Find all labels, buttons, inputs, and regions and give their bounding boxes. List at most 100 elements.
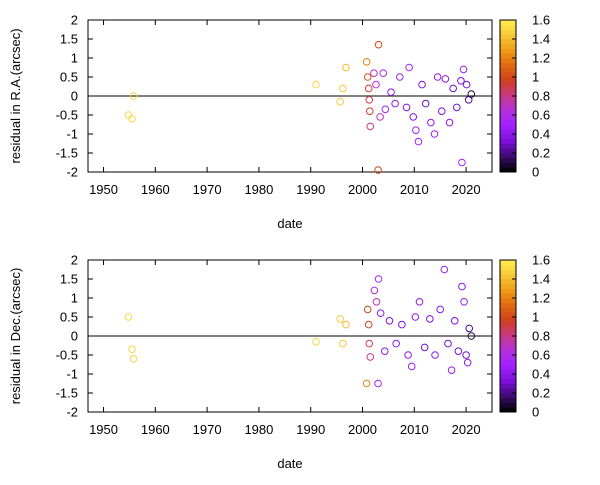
colorbar-tick-label: 1.6 [532, 253, 550, 268]
colorbar-band [500, 24, 516, 30]
colorbar-band [500, 48, 516, 54]
data-point [431, 351, 439, 359]
data-point [129, 355, 138, 363]
x-tick-label: 1970 [193, 182, 222, 197]
colorbar-tick-label: 1.4 [532, 32, 550, 47]
data-point [366, 353, 375, 361]
x-tick-label: 2020 [452, 182, 481, 197]
colorbar-tick-label: 0.6 [532, 348, 550, 363]
y-tick-label: -0.5 [56, 348, 78, 363]
data-point [362, 58, 371, 66]
y-tick-label: 2 [71, 13, 78, 28]
data-point [387, 88, 395, 96]
data-point [380, 347, 389, 356]
data-point [365, 339, 374, 348]
colorbar-band [500, 326, 516, 332]
data-point [463, 358, 472, 367]
data-point [436, 305, 445, 314]
colorbar-band [500, 124, 516, 130]
data-point [372, 80, 380, 89]
y-tick-label: -1 [66, 367, 78, 382]
data-point [128, 115, 136, 123]
colorbar-band [500, 119, 516, 125]
data-point [374, 40, 383, 49]
x-tick-label: 1970 [193, 422, 222, 437]
colorbar-band [500, 129, 516, 135]
data-point [407, 362, 416, 371]
y-tick-label: 0 [71, 329, 78, 344]
x-axis-label: date [277, 216, 302, 231]
colorbar-tick-label: 1.6 [532, 13, 550, 28]
data-point [124, 313, 133, 321]
colorbar-band [500, 134, 516, 140]
colorbar-band [500, 336, 516, 342]
data-point [427, 118, 435, 127]
x-tick-label: 1980 [244, 182, 273, 197]
data-point [441, 75, 450, 83]
colorbar-band [500, 39, 516, 45]
x-tick-label: 1950 [89, 182, 118, 197]
data-point [363, 73, 372, 81]
data-point [379, 69, 388, 77]
y-tick-label: 0.5 [60, 70, 78, 85]
data-point [124, 111, 133, 119]
colorbar-band [500, 62, 516, 68]
colorbar-band [500, 53, 516, 59]
data-point [370, 286, 379, 295]
colorbar-tick-label: 0.4 [532, 127, 550, 142]
x-tick-label: 2000 [348, 182, 377, 197]
y-tick-label: 1.5 [60, 32, 78, 47]
data-point [430, 130, 439, 138]
data-point [445, 118, 454, 127]
x-tick-label: 2020 [452, 422, 481, 437]
colorbar-tick-label: 0.2 [532, 386, 550, 401]
data-point [372, 298, 381, 306]
data-point [467, 332, 476, 340]
colorbar-band [500, 364, 516, 370]
colorbar-tick-label: 0.2 [532, 146, 550, 161]
colorbar-band [500, 407, 516, 413]
colorbar-band [500, 279, 516, 285]
data-point [433, 73, 442, 81]
x-tick-label: 1990 [296, 182, 325, 197]
data-point [362, 379, 371, 388]
colorbar-band [500, 162, 516, 168]
data-point [342, 63, 350, 72]
colorbar-band [500, 397, 516, 403]
colorbar-band [500, 29, 516, 35]
colorbar-band [500, 269, 516, 275]
data-point [392, 339, 400, 348]
data-point [462, 351, 470, 359]
data-point [370, 69, 378, 77]
data-point [376, 113, 384, 121]
y-axis-label: residual in R.A.(arcsec) [8, 28, 23, 163]
data-point [404, 351, 412, 359]
data-point [376, 309, 385, 318]
colorbar-band [500, 77, 516, 83]
data-point [462, 80, 471, 89]
y-tick-label: -1.5 [56, 386, 78, 401]
colorbar-band [500, 86, 516, 92]
colorbar-tick-label: 0.8 [532, 89, 550, 104]
colorbar-tick-label: 1.4 [532, 272, 550, 287]
colorbar-tick-label: 0.8 [532, 329, 550, 344]
colorbar-band [500, 293, 516, 299]
y-tick-label: -2 [66, 165, 78, 180]
colorbar-tick-label: 1 [532, 70, 539, 85]
colorbar-band [500, 298, 516, 304]
data-point [374, 379, 382, 388]
data-point [467, 90, 476, 98]
y-tick-label: -0.5 [56, 108, 78, 123]
x-tick-label: 2000 [348, 422, 377, 437]
colorbar-band [500, 302, 516, 308]
data-point [460, 298, 468, 306]
data-point [444, 339, 452, 348]
colorbar-band [500, 110, 516, 116]
colorbar-band [500, 383, 516, 389]
data-point [396, 73, 404, 81]
colorbar-band [500, 393, 516, 399]
colorbar-band [500, 100, 516, 106]
x-tick-label: 2010 [400, 422, 429, 437]
data-point [398, 320, 406, 329]
